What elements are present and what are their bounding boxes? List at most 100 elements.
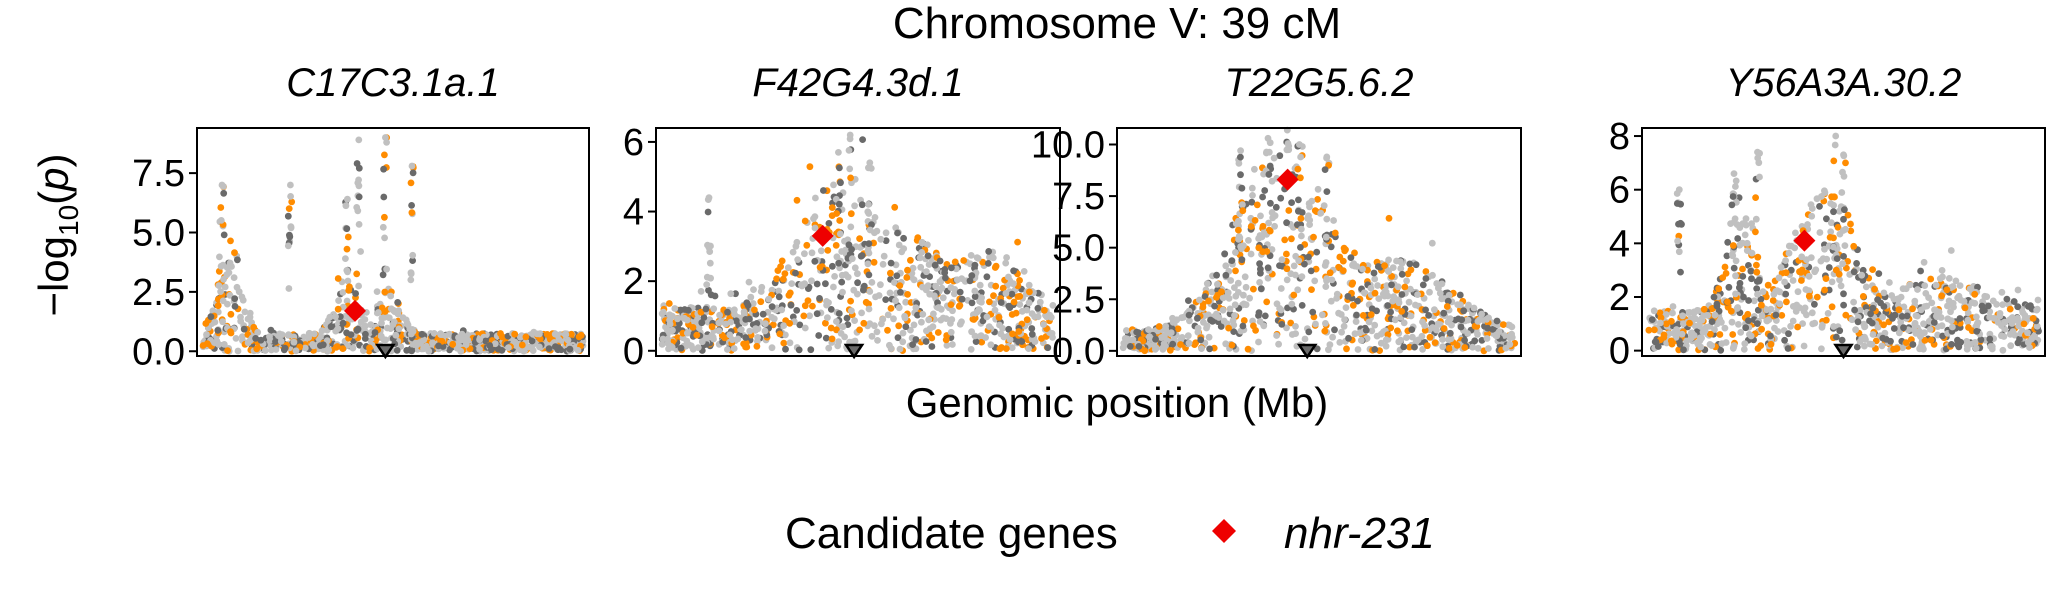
snp-point <box>1696 322 1703 330</box>
snp-point <box>2034 296 2042 304</box>
snp-point <box>958 295 966 303</box>
snp-point <box>707 242 714 250</box>
snp-point <box>731 311 738 318</box>
snp-point <box>1251 217 1259 224</box>
snp-point <box>1939 332 1946 340</box>
snp-point <box>1166 347 1174 354</box>
snp-point <box>1739 273 1747 280</box>
snp-point <box>1808 212 1816 220</box>
snp-point <box>1208 288 1216 296</box>
points <box>199 134 587 355</box>
snp-point <box>1777 264 1785 271</box>
snp-point <box>1232 267 1239 275</box>
snp-point <box>882 237 890 245</box>
snp-point <box>1185 297 1192 304</box>
snp-point <box>381 234 388 242</box>
snp-point <box>1031 313 1038 320</box>
snp-point <box>808 277 815 285</box>
snp-point <box>1275 340 1282 348</box>
chart-title: Chromosome V: 39 cM <box>893 0 1341 48</box>
snp-point <box>866 320 874 327</box>
snp-point <box>217 288 225 295</box>
snp-point <box>1752 194 1759 202</box>
snp-point <box>1016 301 1024 308</box>
snp-point <box>1423 342 1431 350</box>
snp-point <box>1963 338 1971 345</box>
snp-point <box>1669 303 1677 310</box>
snp-point <box>978 338 986 346</box>
snp-point <box>1257 265 1264 273</box>
snp-point <box>1255 338 1262 346</box>
snp-point <box>1353 311 1360 319</box>
snp-point <box>1241 273 1249 281</box>
snp-point <box>1349 279 1357 287</box>
snp-point <box>1730 264 1738 272</box>
snp-point <box>1825 264 1833 271</box>
snp-point <box>989 254 997 262</box>
snp-point <box>873 328 881 336</box>
snp-point <box>864 247 872 255</box>
snp-point <box>1912 312 1920 319</box>
snp-point <box>879 315 887 323</box>
snp-point <box>220 275 228 283</box>
snp-point <box>1495 328 1503 336</box>
snp-point <box>399 314 407 321</box>
snp-point <box>837 179 844 187</box>
snp-point <box>339 345 347 352</box>
snp-point <box>793 307 801 314</box>
snp-point <box>1781 336 1788 344</box>
snp-point <box>1973 328 1981 335</box>
snp-point <box>257 336 265 344</box>
snp-point <box>1750 297 1758 305</box>
snp-point <box>1321 262 1329 269</box>
snp-point <box>1264 274 1272 282</box>
snp-point <box>1133 328 1141 336</box>
snp-point <box>1874 296 1881 303</box>
snp-point <box>1368 327 1376 335</box>
snp-point <box>1321 327 1329 335</box>
snp-point <box>418 330 426 338</box>
snp-point <box>1008 311 1016 318</box>
snp-point <box>1668 317 1675 325</box>
snp-point <box>1301 335 1309 343</box>
snp-point <box>2010 298 2018 305</box>
snp-point <box>1968 299 1976 306</box>
snp-point <box>1406 343 1413 351</box>
snp-point <box>1822 275 1830 282</box>
snp-point <box>1478 310 1485 318</box>
snp-point <box>742 343 749 351</box>
snp-point <box>978 298 985 306</box>
snp-point <box>1483 315 1490 323</box>
snp-point <box>1675 220 1682 228</box>
snp-point <box>1306 216 1314 224</box>
snp-point <box>825 220 833 227</box>
snp-point <box>1875 270 1883 277</box>
snp-point <box>1956 282 1964 289</box>
snp-point <box>1701 327 1709 335</box>
snp-point <box>349 344 357 352</box>
snp-point <box>1365 318 1373 326</box>
snp-point <box>1294 286 1302 294</box>
snp-point <box>220 231 228 239</box>
snp-point <box>220 341 228 348</box>
snp-point <box>880 252 888 260</box>
snp-point <box>1704 312 1712 319</box>
snp-point <box>339 319 347 327</box>
snp-point <box>1723 252 1731 260</box>
snp-point <box>1909 341 1917 348</box>
snp-point <box>1336 339 1344 346</box>
snp-point <box>1036 298 1044 306</box>
snp-point <box>668 312 676 320</box>
snp-point <box>867 165 875 172</box>
snp-point <box>2024 339 2032 346</box>
snp-point <box>1273 332 1280 339</box>
snp-point <box>832 195 840 203</box>
legend-marker-nhr-231 <box>1212 519 1236 543</box>
candidate-gene-marker <box>1793 229 1816 252</box>
snp-point <box>1778 312 1786 319</box>
snp-point <box>326 313 334 321</box>
snp-point <box>835 200 843 208</box>
snp-point <box>217 204 225 211</box>
y-tick-label: 2 <box>1609 277 1630 319</box>
snp-point <box>1871 285 1878 293</box>
